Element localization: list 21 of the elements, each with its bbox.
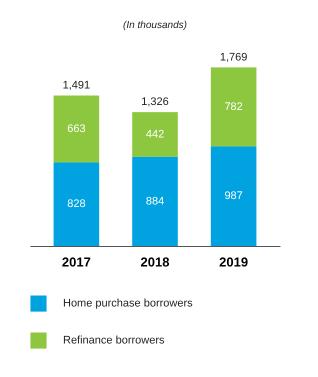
x-tick-label: 2017 [62, 254, 91, 270]
bar [132, 112, 178, 157]
bar [132, 156, 178, 246]
legend-label: Home purchase borrowers [63, 298, 194, 310]
bar [210, 67, 256, 146]
legend-label: Refinance borrowers [63, 334, 165, 346]
data-label: 663 [67, 122, 86, 135]
x-tick-label: 2019 [219, 254, 248, 270]
bar [54, 162, 100, 246]
chart-title: (In thousands) [123, 20, 187, 31]
x-tick-label: 2018 [140, 254, 170, 270]
total-label: 1,326 [141, 96, 169, 108]
bar [54, 95, 100, 162]
bar [210, 146, 256, 246]
total-label: 1,769 [220, 51, 248, 64]
data-label: 828 [67, 198, 86, 210]
data-label: 987 [224, 190, 243, 202]
total-label: 1,491 [62, 79, 90, 92]
data-label: 782 [224, 100, 243, 113]
data-label: 884 [146, 195, 164, 208]
data-label: 442 [146, 128, 164, 140]
